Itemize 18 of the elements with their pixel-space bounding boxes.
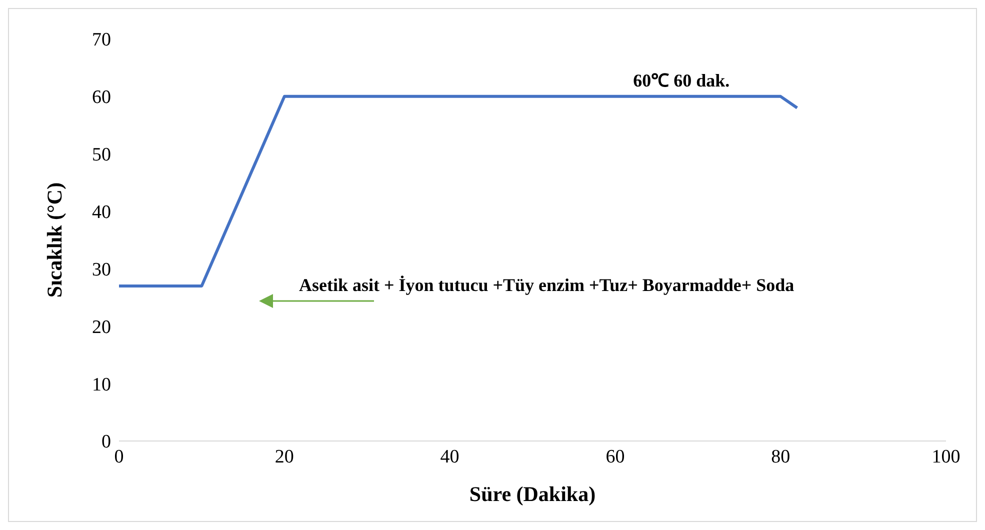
y-tick-label: 10 bbox=[92, 374, 111, 396]
annotation: Asetik asit + İyon tutucu +Tüy enzim +Tuz+ Boyarmadde+ Soda bbox=[299, 275, 794, 295]
x-tick-label: 60 bbox=[606, 446, 625, 468]
x-tick-label: 100 bbox=[932, 446, 960, 468]
y-tick-label: 30 bbox=[92, 259, 111, 280]
y-tick-label: 0 bbox=[102, 432, 111, 453]
x-tick-label: 20 bbox=[274, 446, 294, 468]
y-tick-label: 40 bbox=[92, 202, 111, 224]
annotation: 60℃ 60 dak. bbox=[633, 70, 730, 90]
y-tick-label: 50 bbox=[92, 144, 111, 166]
x-tick-label: 80 bbox=[771, 446, 790, 468]
y-tick-label: 60 bbox=[92, 87, 111, 108]
y-tick-label: 70 bbox=[92, 30, 111, 51]
x-axis-title: Süre (Dakika) bbox=[469, 482, 596, 506]
x-tick-label: 0 bbox=[114, 446, 124, 468]
y-tick-label: 20 bbox=[92, 316, 111, 338]
y-axis-title: Sıcaklık (°C) bbox=[42, 182, 66, 298]
x-tick-label: 40 bbox=[440, 446, 460, 468]
